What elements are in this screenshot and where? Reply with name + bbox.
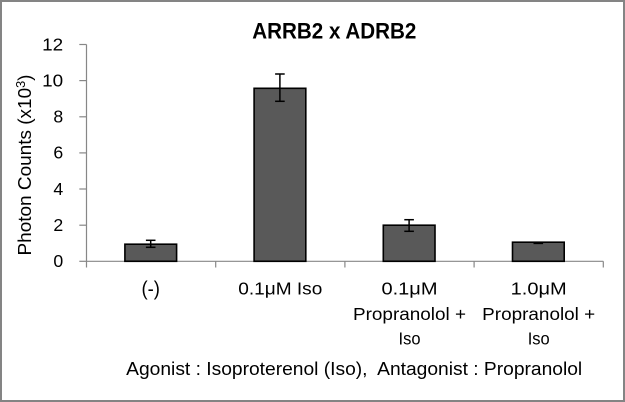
svg-text:1.0μM: 1.0μM [511, 278, 567, 298]
svg-text:(-): (-) [141, 278, 160, 301]
svg-text:12: 12 [42, 34, 63, 54]
svg-text:4: 4 [53, 179, 63, 199]
svg-text:ARRB2 x ADRB2: ARRB2 x ADRB2 [252, 19, 416, 44]
svg-text:Agonist : Isoproterenol (Iso),: Agonist : Isoproterenol (Iso), Antagonis… [126, 359, 582, 380]
svg-text:6: 6 [53, 143, 63, 163]
svg-text:Photon Counts (x103): Photon Counts (x103) [14, 74, 35, 255]
svg-text:8: 8 [53, 107, 63, 127]
svg-text:0.1μM Iso: 0.1μM Iso [238, 278, 322, 298]
svg-text:Propranolol +: Propranolol + [482, 304, 595, 324]
svg-text:2: 2 [53, 215, 63, 235]
svg-text:0: 0 [53, 251, 63, 271]
svg-text:0.1μM: 0.1μM [382, 278, 438, 298]
svg-text:Propranolol +: Propranolol + [353, 304, 466, 324]
svg-text:Iso: Iso [399, 329, 421, 349]
svg-text:Iso: Iso [528, 329, 550, 349]
svg-text:10: 10 [42, 70, 63, 90]
